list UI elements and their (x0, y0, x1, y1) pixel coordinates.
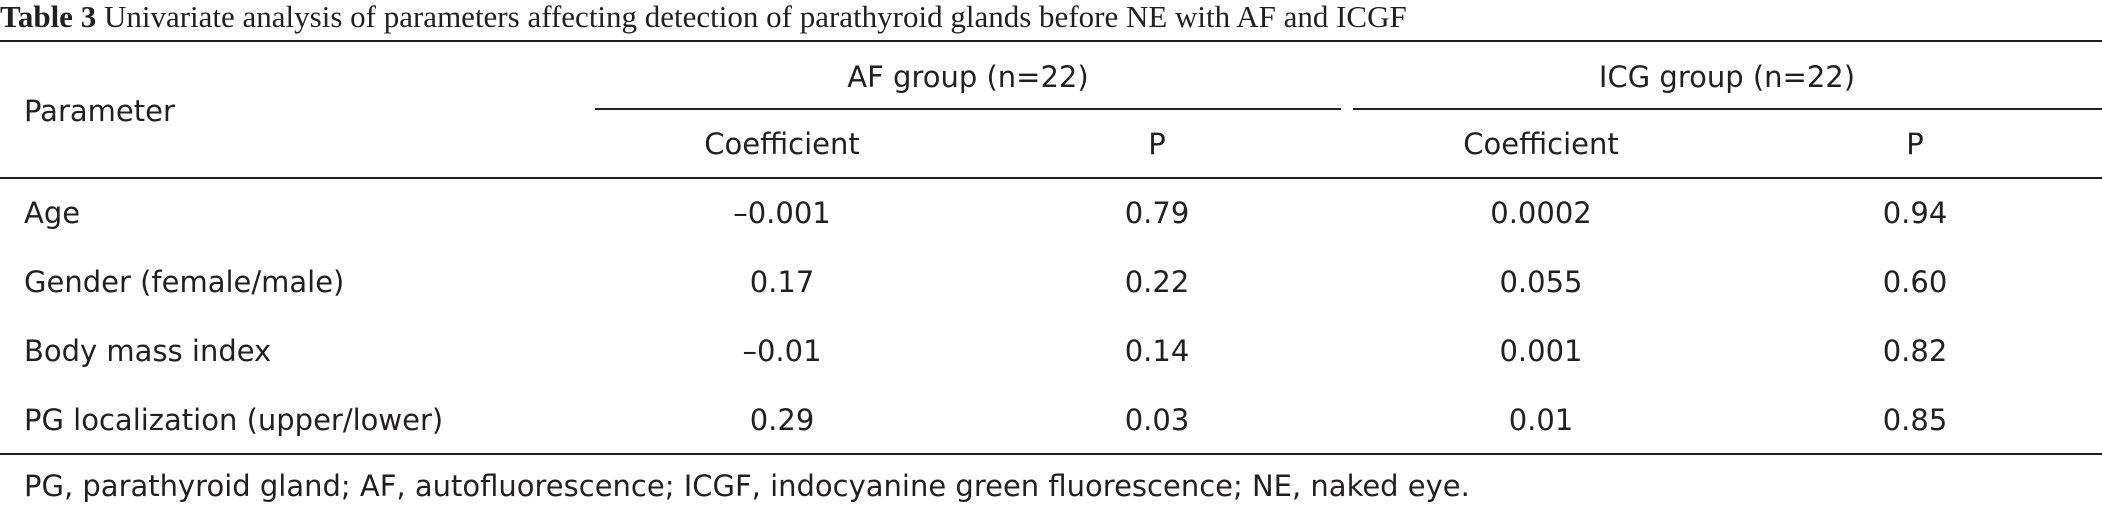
parameter-header: Parameter (24, 94, 175, 128)
icg-p-cell: 0.85 (1882, 403, 1948, 437)
group-rule-icg (1353, 108, 2102, 110)
bottom-rule (0, 453, 2102, 455)
af-p-cell: 0.79 (1124, 196, 1190, 230)
icg-coefficient-cell: 0.001 (1499, 334, 1583, 368)
af-coefficient-cell: –0.001 (733, 196, 831, 230)
icg-coefficient-header: Coefficient (1463, 127, 1619, 161)
icg-coefficient-cell: 0.055 (1499, 265, 1583, 299)
table-footnote: PG, parathyroid gland; AF, autofluoresce… (24, 469, 1470, 503)
row-parameter: Gender (female/male) (24, 265, 345, 299)
af-coefficient-header: Coefficient (704, 127, 860, 161)
af-p-cell: 0.22 (1124, 265, 1190, 299)
row-parameter: PG localization (upper/lower) (24, 403, 444, 437)
af-p-cell: 0.14 (1124, 334, 1190, 368)
row-parameter: Age (24, 196, 81, 230)
top-rule (0, 40, 2102, 42)
table-title: Univariate analysis of parameters affect… (103, 0, 1407, 34)
af-coefficient-cell: –0.01 (742, 334, 822, 368)
icg-group-header: ICG group (n=22) (1598, 60, 1856, 94)
af-p-cell: 0.03 (1124, 403, 1190, 437)
icg-p-header: P (1906, 127, 1924, 161)
icg-p-cell: 0.60 (1882, 265, 1948, 299)
icg-coefficient-cell: 0.0002 (1490, 196, 1592, 230)
icg-coefficient-cell: 0.01 (1508, 403, 1574, 437)
header-rule (0, 177, 2102, 179)
table-caption: Table 3 Univariate analysis of parameter… (0, 0, 1407, 40)
af-coefficient-cell: 0.29 (749, 403, 815, 437)
table-label: Table 3 (0, 0, 97, 34)
af-coefficient-cell: 0.17 (749, 265, 815, 299)
af-group-header: AF group (n=22) (847, 60, 1089, 94)
icg-p-cell: 0.82 (1882, 334, 1948, 368)
icg-p-cell: 0.94 (1882, 196, 1948, 230)
row-parameter: Body mass index (24, 334, 272, 368)
af-p-header: P (1148, 127, 1166, 161)
group-rule-af (595, 108, 1341, 110)
